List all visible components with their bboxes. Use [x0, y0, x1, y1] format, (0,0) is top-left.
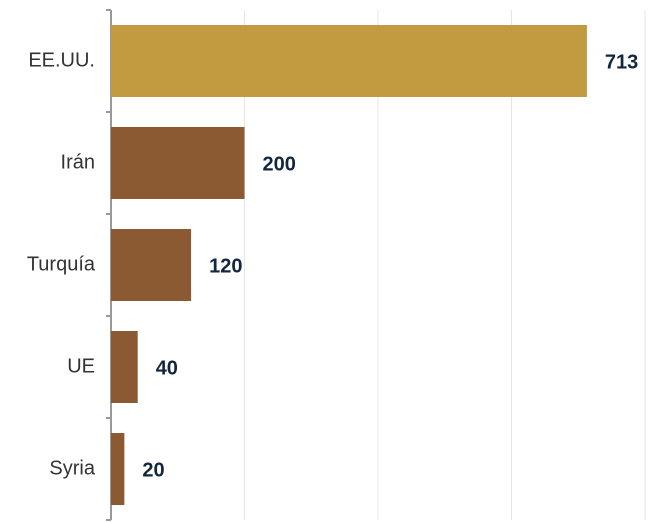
bar — [111, 331, 138, 403]
bar — [111, 127, 245, 199]
y-tick-label: UE — [67, 355, 95, 377]
value-label: 20 — [142, 459, 164, 481]
value-label: 713 — [605, 51, 638, 73]
bar — [111, 25, 587, 97]
value-label: 200 — [263, 153, 296, 175]
y-tick-label: EE.UU. — [28, 49, 95, 71]
y-tick-label: Turquía — [27, 253, 96, 275]
value-label: 40 — [156, 357, 178, 379]
value-label: 120 — [209, 255, 242, 277]
bar — [111, 229, 192, 301]
y-tick-label: Irán — [61, 151, 95, 173]
y-tick-label: Syria — [49, 457, 95, 479]
bar — [111, 433, 125, 505]
